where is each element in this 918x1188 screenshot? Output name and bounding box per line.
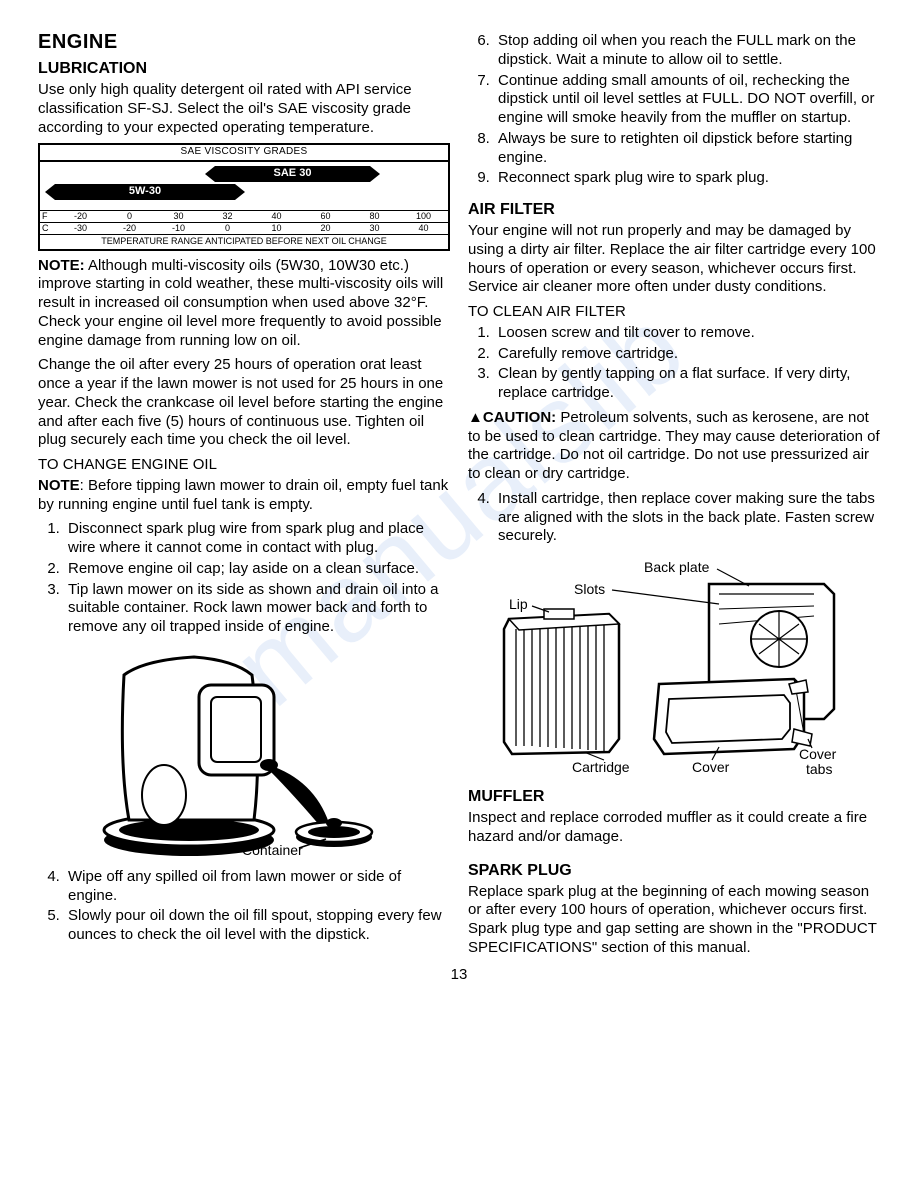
viscosity-chart: SAE VISCOSITY GRADES SAE 30 5W-30 F -20 … xyxy=(38,143,450,250)
tick: 10 xyxy=(252,223,301,234)
tick: 30 xyxy=(154,211,203,222)
lip-label: Lip xyxy=(509,596,528,612)
covertabs-label-2: tabs xyxy=(806,761,832,777)
tick: 40 xyxy=(252,211,301,222)
list-item: Continue adding small amounts of oil, re… xyxy=(494,72,880,128)
container-label: Container xyxy=(242,842,303,858)
list-item: Wipe off any spilled oil from lawn mower… xyxy=(64,868,450,906)
tick: -30 xyxy=(56,223,105,234)
arrow-left-icon xyxy=(205,166,215,182)
page-number: 13 xyxy=(38,966,880,985)
list-item: Always be sure to retighten oil dipstick… xyxy=(494,130,880,168)
arrow-right-icon xyxy=(370,166,380,182)
note-text: : Before tipping lawn mower to drain oil… xyxy=(38,477,448,513)
chart-footer: TEMPERATURE RANGE ANTICIPATED BEFORE NEX… xyxy=(40,234,448,248)
right-column: Stop adding oil when you reach the FULL … xyxy=(468,30,880,964)
tick: 20 xyxy=(301,223,350,234)
oil-change-steps-a: Disconnect spark plug wire from spark pl… xyxy=(38,520,450,637)
tick: -10 xyxy=(154,223,203,234)
row-c-label: C xyxy=(40,223,56,234)
heading-engine: ENGINE xyxy=(38,30,450,55)
tick: 0 xyxy=(203,223,252,234)
chart-row-c: C -30 -20 -10 0 10 20 30 40 xyxy=(40,222,448,234)
heading-air-filter: AIR FILTER xyxy=(468,200,880,220)
tick: -20 xyxy=(105,223,154,234)
heading-lubrication: LUBRICATION xyxy=(38,59,450,79)
bar-5w30: 5W-30 xyxy=(55,184,235,200)
lubrication-intro: Use only high quality detergent oil rate… xyxy=(38,81,450,137)
bar-sae30: SAE 30 xyxy=(215,166,370,182)
note-before-tipping: NOTE: Before tipping lawn mower to drain… xyxy=(38,477,450,515)
list-item: Disconnect spark plug wire from spark pl… xyxy=(64,520,450,558)
muffler-text: Inspect and replace corroded muffler as … xyxy=(468,809,880,847)
page: manualslib ENGINE LUBRICATION Use only h… xyxy=(38,30,880,984)
note-label: NOTE xyxy=(38,477,80,494)
slots-label: Slots xyxy=(574,581,605,597)
heading-muffler: MUFFLER xyxy=(468,787,880,807)
caution-label: CAUTION: xyxy=(483,409,556,426)
cartridge-label: Cartridge xyxy=(572,759,630,775)
air-filter-illustration: Back plate Slots Lip Cartridge Cover Cov… xyxy=(494,554,854,779)
heading-spark-plug: SPARK PLUG xyxy=(468,861,880,881)
list-item: Loosen screw and tilt cover to remove. xyxy=(494,324,880,343)
oil-change-steps-b: Wipe off any spilled oil from lawn mower… xyxy=(38,868,450,945)
cover-label: Cover xyxy=(692,759,730,775)
tick: 80 xyxy=(350,211,399,222)
note-multi-viscosity: NOTE: Although multi-viscosity oils (5W3… xyxy=(38,257,450,351)
backplate-label: Back plate xyxy=(644,559,710,575)
tick: 40 xyxy=(399,223,448,234)
heading-clean-air-filter: TO CLEAN AIR FILTER xyxy=(468,303,880,322)
arrow-right-icon xyxy=(235,184,245,200)
list-item: Install cartridge, then replace cover ma… xyxy=(494,490,880,546)
note-label: NOTE: xyxy=(38,257,85,274)
tick: 60 xyxy=(301,211,350,222)
list-item: Tip lawn mower on its side as shown and … xyxy=(64,581,450,637)
change-oil-paragraph: Change the oil after every 25 hours of o… xyxy=(38,356,450,450)
caution-paragraph: ▲CAUTION: Petroleum solvents, such as ke… xyxy=(468,409,880,484)
tick: -20 xyxy=(56,211,105,222)
list-item: Remove engine oil cap; lay aside on a cl… xyxy=(64,560,450,579)
row-f-label: F xyxy=(40,211,56,222)
list-item: Slowly pour oil down the oil fill spout,… xyxy=(64,907,450,945)
air-filter-intro: Your engine will not run properly and ma… xyxy=(468,222,880,297)
two-column-layout: ENGINE LUBRICATION Use only high quality… xyxy=(38,30,880,964)
tick: 0 xyxy=(105,211,154,222)
heading-change-oil: TO CHANGE ENGINE OIL xyxy=(38,456,450,475)
list-item: Clean by gently tapping on a flat surfac… xyxy=(494,365,880,403)
tick: 100 xyxy=(399,211,448,222)
clean-filter-steps: Loosen screw and tilt cover to remove. C… xyxy=(468,324,880,403)
warning-icon: ▲ xyxy=(468,409,483,426)
chart-title: SAE VISCOSITY GRADES xyxy=(40,145,448,162)
spark-plug-text: Replace spark plug at the beginning of e… xyxy=(468,883,880,958)
covertabs-label-1: Cover xyxy=(799,746,837,762)
list-item: Reconnect spark plug wire to spark plug. xyxy=(494,169,880,188)
chart-row-f: F -20 0 30 32 40 60 80 100 xyxy=(40,210,448,222)
tick: 32 xyxy=(203,211,252,222)
left-column: ENGINE LUBRICATION Use only high quality… xyxy=(38,30,450,964)
oil-drain-illustration: Container xyxy=(84,645,404,860)
oil-change-steps-c: Stop adding oil when you reach the FULL … xyxy=(468,32,880,188)
note-text: Although multi-viscosity oils (5W30, 10W… xyxy=(38,257,443,349)
chart-bars: SAE 30 5W-30 xyxy=(40,162,448,210)
clean-filter-step-4: Install cartridge, then replace cover ma… xyxy=(468,490,880,546)
list-item: Carefully remove cartridge. xyxy=(494,345,880,364)
arrow-left-icon xyxy=(45,184,55,200)
list-item: Stop adding oil when you reach the FULL … xyxy=(494,32,880,70)
tick: 30 xyxy=(350,223,399,234)
